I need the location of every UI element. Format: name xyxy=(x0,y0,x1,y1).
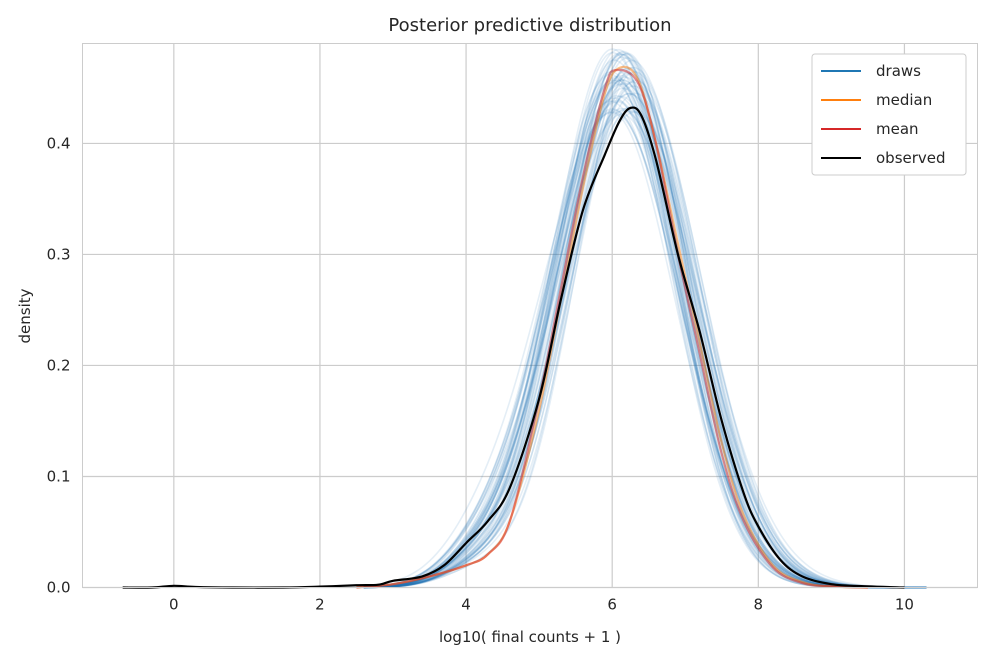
draw-line xyxy=(363,92,927,589)
x-tick-label: 10 xyxy=(895,596,914,614)
legend-label-mean: mean xyxy=(876,120,919,138)
tick-labels: 0 2 4 6 8 10 0.0 0.1 0.2 0.3 0.4 xyxy=(47,134,914,613)
legend-label-median: median xyxy=(876,91,932,109)
x-tick-label: 8 xyxy=(754,596,764,614)
draw-line xyxy=(363,81,927,589)
draw-line xyxy=(363,105,927,589)
draw-line xyxy=(363,82,927,589)
plot-frame xyxy=(82,43,978,588)
x-tick-label: 6 xyxy=(607,596,617,614)
legend-label-observed: observed xyxy=(876,149,946,167)
y-tick-label: 0.0 xyxy=(47,579,71,597)
draw-line xyxy=(363,85,927,589)
series-line-mean xyxy=(356,68,868,589)
draw-line xyxy=(363,59,927,589)
legend: draws median mean observed xyxy=(811,53,967,176)
x-axis-label: log10( final counts + 1 ) xyxy=(439,628,621,646)
y-tick-label: 0.4 xyxy=(47,134,71,152)
x-tick-label: 4 xyxy=(461,596,471,614)
y-tick-label: 0.1 xyxy=(47,467,71,485)
y-tick-label: 0.3 xyxy=(47,245,71,263)
draw-line xyxy=(363,87,927,589)
legend-label-draws: draws xyxy=(876,62,921,80)
x-tick-label: 2 xyxy=(315,596,325,614)
legend-box xyxy=(811,53,967,176)
draw-line xyxy=(363,66,927,589)
chart-title: Posterior predictive distribution xyxy=(388,15,671,36)
y-axis-label: density xyxy=(16,288,34,343)
y-tick-label: 0.2 xyxy=(47,356,71,374)
x-tick-label: 0 xyxy=(169,596,179,614)
